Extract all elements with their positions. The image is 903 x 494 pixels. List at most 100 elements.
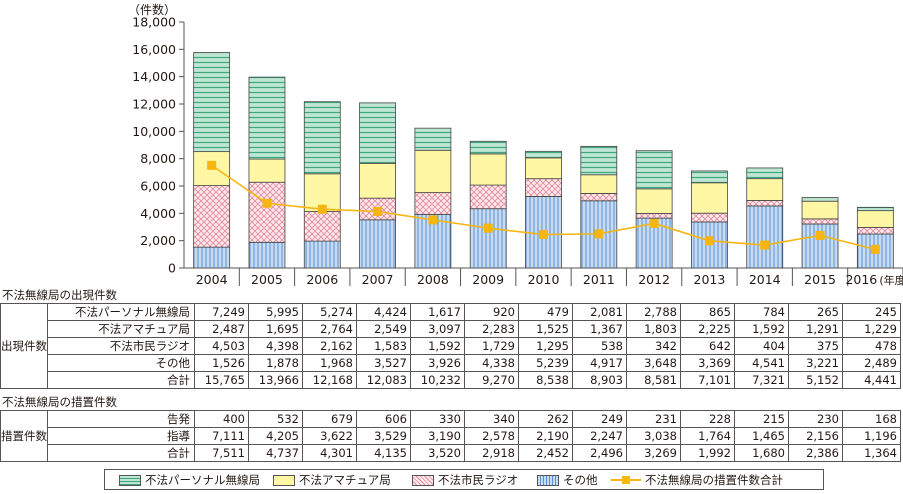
row-label: 合計 [47, 444, 195, 462]
table-cell: 5,239 [518, 354, 573, 372]
legend: 不法パーソナル無線局 不法アマチュア局 不法市民ラジオ その他 不法無線局の措置… [104, 469, 824, 490]
table-cell: 3,520 [410, 444, 465, 462]
bar-segment-personal [525, 150, 562, 159]
bar-segment-cb-radio [525, 178, 562, 197]
table-cell: 2,081 [572, 303, 627, 321]
bar-segment-other [359, 219, 396, 269]
table-cell: 342 [626, 337, 681, 355]
table-row: 合計 7,511 4,737 4,301 4,135 3,520 2,918 2,452 2,4… [1, 444, 901, 462]
bar-segment-personal [303, 101, 341, 175]
table2-caption: 不法無線局の措置件数 [2, 395, 117, 409]
bar-segment-personal [414, 127, 452, 151]
table-cell: 3,622 [302, 427, 357, 445]
table-cell: 1,196 [842, 427, 901, 445]
measures-total-point [704, 236, 714, 246]
measures-total-point [483, 223, 493, 233]
table-cell: 1,364 [842, 444, 901, 462]
table-cell: 3,648 [626, 354, 681, 372]
y-unit-label: （件数） [128, 2, 176, 17]
table-cell: 3,527 [356, 354, 411, 372]
table-cell: 3,190 [410, 427, 465, 445]
x-tick-label: 2009 [472, 272, 504, 287]
table-row: 不法市民ラジオ 4,503 4,398 2,162 1,583 1,592 1,729 1,2… [1, 337, 901, 355]
measures-total-point [262, 198, 272, 208]
table-cell: 4,135 [356, 444, 411, 462]
x-tick-label: 2008 [417, 272, 449, 287]
table-cell: 2,918 [464, 444, 519, 462]
table-cell: 4,398 [248, 337, 303, 355]
bar-segment-other [746, 205, 784, 269]
x-tick-label: 2012 [638, 272, 670, 287]
row-label: 告発 [47, 410, 195, 428]
legend-item-amateur: 不法アマチュア局 [273, 473, 391, 487]
table-cell: 2,788 [626, 303, 681, 321]
x-tick-label: 2016 [845, 272, 877, 287]
table-cell: 7,511 [194, 444, 249, 462]
table-cell: 2,386 [788, 444, 843, 462]
row-label: 不法アマチュア局 [47, 320, 195, 338]
bar-segment-amateur [414, 149, 452, 193]
bar-segment-personal [746, 167, 784, 180]
bar-segment-amateur [746, 178, 784, 201]
table-cell: 230 [788, 410, 843, 428]
table-cell: 340 [464, 410, 519, 428]
measures-total-point [207, 160, 217, 170]
y-tick-label: 6,000 [140, 179, 176, 194]
y-tick-label: 0 [168, 261, 176, 276]
table-cell: 7,249 [194, 303, 249, 321]
table-cell: 15,765 [194, 371, 249, 389]
y-tick-label: 2,000 [140, 233, 176, 248]
table-cell: 1,764 [680, 427, 735, 445]
x-unit-label: (年度) [879, 273, 903, 287]
table-cell: 2,489 [842, 354, 901, 372]
table-row: 指導 7,111 4,205 3,622 3,529 3,190 2,578 2,190 2,2… [1, 427, 901, 445]
bar-segment-personal [801, 197, 839, 202]
table-cell: 249 [572, 410, 627, 428]
legend-label-amateur: 不法アマチュア局 [299, 473, 391, 487]
table-cell: 4,541 [734, 354, 789, 372]
table-cell: 7,321 [734, 371, 789, 389]
table-cell: 1,592 [410, 337, 465, 355]
bar-segment-cb-radio [193, 185, 231, 248]
table-cell: 1,465 [734, 427, 789, 445]
table-cell: 231 [626, 410, 681, 428]
table-cell: 8,538 [518, 371, 573, 389]
y-tick-label: 4,000 [140, 206, 176, 221]
table-cell: 330 [410, 410, 465, 428]
legend-line-marker [611, 474, 641, 486]
measures-total-point [317, 204, 327, 214]
bar-segment-other [193, 246, 231, 269]
table-cell: 5,152 [788, 371, 843, 389]
table-cell: 3,369 [680, 354, 735, 372]
legend-swatch-amateur [273, 475, 295, 486]
table-cell: 2,225 [680, 320, 735, 338]
table-cell: 7,111 [194, 427, 249, 445]
bar-segment-amateur [635, 188, 673, 214]
y-tick-label: 18,000 [132, 15, 176, 30]
x-tick-label: 2005 [251, 272, 283, 287]
table-cell: 7,101 [680, 371, 735, 389]
table-cell: 265 [788, 303, 843, 321]
table-cell: 1,291 [788, 320, 843, 338]
bar-segment-cb-radio [746, 200, 784, 207]
table-cell: 3,038 [626, 427, 681, 445]
bar-segment-amateur [525, 157, 562, 180]
table-cell: 4,301 [302, 444, 357, 462]
bar-segment-other [801, 223, 839, 269]
bar-segment-personal [635, 150, 673, 190]
x-tick-label: 2004 [196, 272, 228, 287]
legend-swatch-cb [412, 475, 434, 486]
table-cell: 404 [734, 337, 789, 355]
table-cell: 13,966 [248, 371, 303, 389]
legend-item-sum-line: 不法無線局の措置件数合計 [611, 473, 783, 487]
table-cell: 2,162 [302, 337, 357, 355]
table-cell: 1,526 [194, 354, 249, 372]
bar-segment-other [248, 241, 286, 269]
row-label: 指導 [47, 427, 195, 445]
bar-segment-personal [580, 145, 618, 176]
bar-segment-cb-radio [635, 213, 673, 219]
table-cell: 3,221 [788, 354, 843, 372]
table-cell: 10,232 [410, 371, 465, 389]
legend-swatch-other [537, 475, 559, 486]
table-cell: 479 [518, 303, 573, 321]
